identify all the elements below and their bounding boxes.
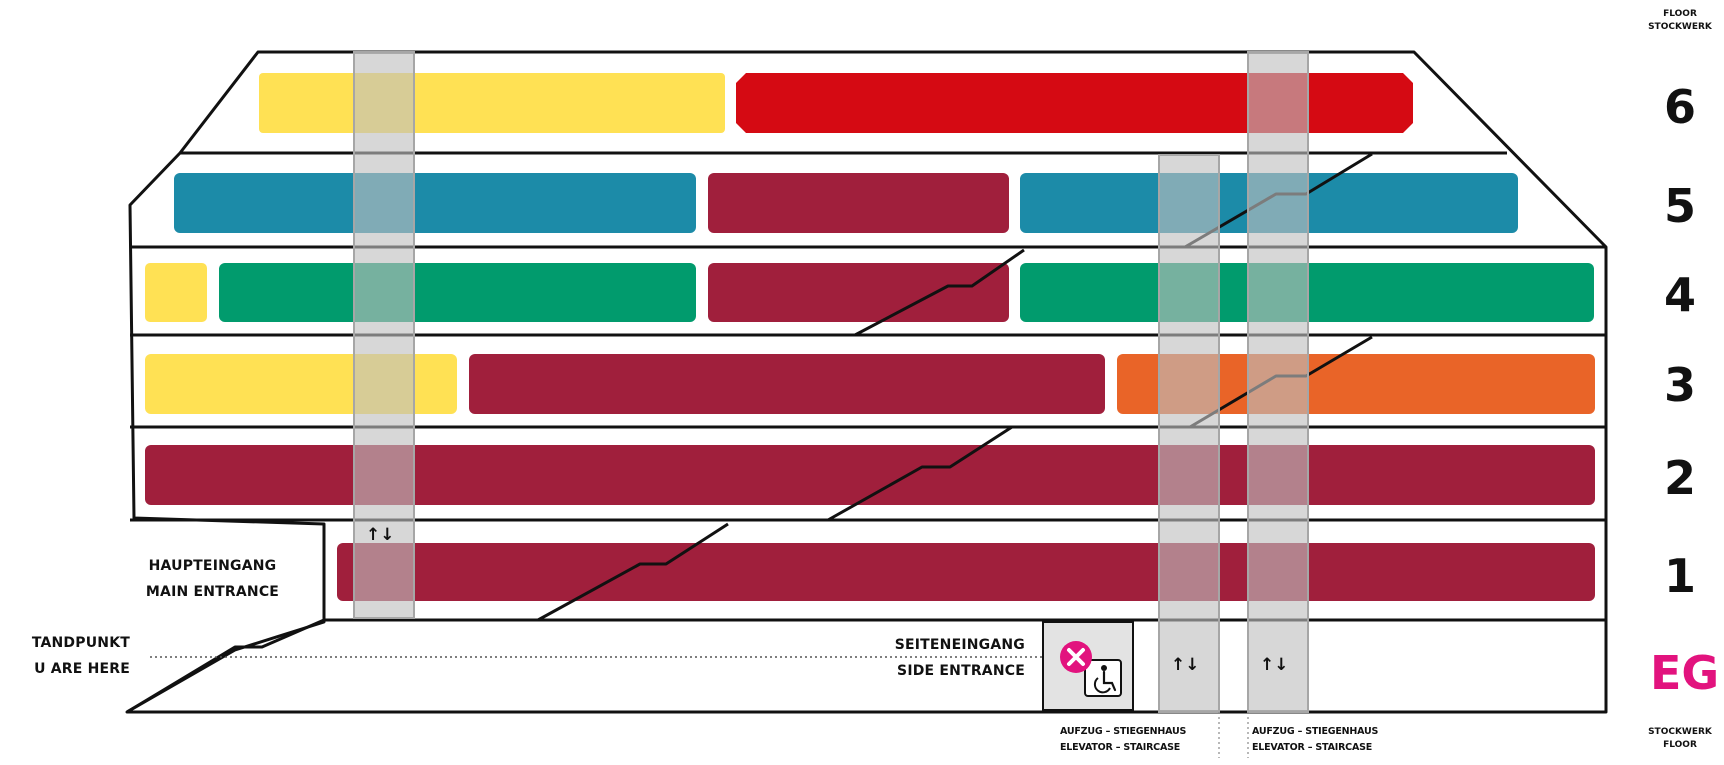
- floor-label-4: 4: [1663, 268, 1696, 322]
- floor-label-2: 2: [1663, 451, 1696, 505]
- floor-label-1: 1: [1663, 549, 1696, 603]
- floor-header-bottom-en: FLOOR: [1663, 740, 1697, 750]
- floor-label-3: 3: [1663, 358, 1696, 412]
- zone-3-crimson: [469, 354, 1105, 414]
- floor-header-bottom: STOCKWERK FLOOR: [1644, 726, 1716, 752]
- staircase-3: [854, 248, 1025, 337]
- floor-header-top-en: FLOOR: [1663, 9, 1697, 19]
- shaft-label-b-de: AUFZUG – STIEGENHAUS: [1252, 726, 1379, 737]
- side-entrance-de: SEITENEINGANG: [894, 637, 1025, 653]
- you-are-here-de: TANDPUNKT: [31, 635, 130, 651]
- staircase-1: [537, 522, 729, 622]
- shaft-label-b-en: ELEVATOR – STAIRCASE: [1252, 742, 1373, 753]
- zone-5-crimson: [708, 173, 1009, 233]
- floor-label-5: 5: [1663, 179, 1696, 233]
- shaft-label-b: AUFZUG – STIEGENHAUS ELEVATOR – STAIRCAS…: [1252, 724, 1402, 756]
- zone-5-teal-a: [174, 173, 696, 233]
- zone-4-crimson: [708, 263, 1009, 322]
- zone-6-yellow: [259, 73, 725, 133]
- floor-label-6: 6: [1663, 80, 1696, 134]
- ground-ramp: [126, 618, 325, 714]
- elevator-shaft-main: [353, 51, 415, 619]
- shaft-label-a-en: ELEVATOR – STAIRCASE: [1060, 742, 1181, 753]
- wheelchair-icon: [1084, 659, 1122, 697]
- main-entrance-label: HAUPTEINGANG MAIN ENTRANCE: [130, 553, 295, 605]
- side-entrance-label: SEITENEINGANG SIDE ENTRANCE: [855, 632, 1025, 684]
- elevator-arrows-icon: ↑↓: [1171, 655, 1200, 675]
- shaft-label-a: AUFZUG – STIEGENHAUS ELEVATOR – STAIRCAS…: [1060, 724, 1210, 756]
- main-entrance-de: HAUPTEINGANG: [148, 558, 277, 574]
- elevator-arrows-icon: ↑↓: [366, 525, 395, 545]
- floor-header-bottom-de: STOCKWERK: [1648, 727, 1712, 737]
- you-are-here-en: U ARE HERE: [34, 661, 130, 677]
- floor-label-eg: EG: [1650, 646, 1720, 700]
- floor-header-top-de: STOCKWERK: [1648, 22, 1712, 32]
- zone-2-crimson: [145, 445, 1595, 505]
- floor-header-top: FLOOR STOCKWERK: [1644, 8, 1716, 34]
- main-entrance-en: MAIN ENTRANCE: [145, 584, 280, 600]
- side-entrance-en: SIDE ENTRANCE: [897, 663, 1025, 679]
- zone-4-green-a: [219, 263, 696, 322]
- zone-4-yellow: [145, 263, 207, 322]
- staircase-2: [827, 425, 1013, 522]
- elevator-shaft-b: [1247, 51, 1309, 713]
- you-are-here-label: TANDPUNKT U ARE HERE: [0, 630, 130, 682]
- zone-6-red: [736, 73, 1413, 133]
- shaft-label-a-de: AUFZUG – STIEGENHAUS: [1060, 726, 1187, 737]
- zone-1-crimson: [337, 543, 1595, 601]
- elevator-shaft-a: [1158, 154, 1220, 713]
- you-are-here-marker-icon: [1060, 641, 1092, 673]
- elevator-arrows-icon: ↑↓: [1260, 655, 1289, 675]
